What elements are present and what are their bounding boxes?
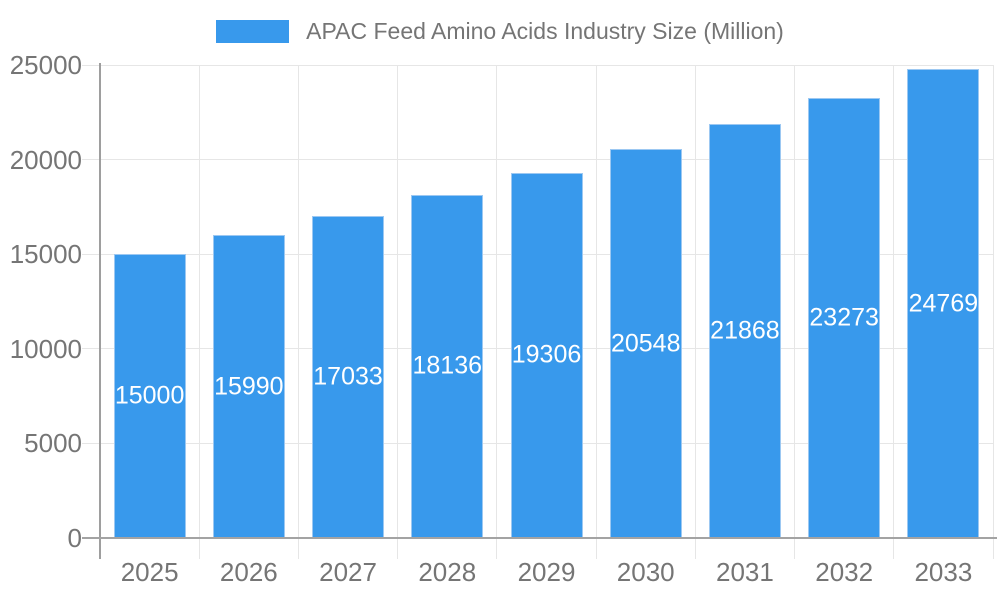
y-gridline [82,159,993,161]
x-axis-tick-label: 2031 [716,557,774,587]
x-axis-tick-label: 2033 [914,557,973,587]
bar-value-label: 15000 [114,381,185,410]
x-gridline [595,65,597,559]
y-axis-tick-label: 25000 [9,50,82,80]
bar-2033[interactable] [907,69,980,538]
x-gridline [198,65,200,559]
x-axis-tick-label: 2028 [418,557,477,587]
legend[interactable]: APAC Feed Amino Acids Industry Size (Mil… [0,19,1000,44]
x-gridline [694,65,696,559]
x-axis-tick-label: 2026 [219,557,278,587]
x-axis-tick-label: 2032 [815,557,874,587]
bar-2029[interactable] [510,172,583,538]
bar-2031[interactable] [708,124,781,538]
bar-value-label: 17033 [313,362,383,391]
x-gridline [297,65,299,559]
x-axis-baseline [82,537,997,539]
bar-2028[interactable] [411,194,484,538]
x-gridline [893,65,895,559]
x-axis-tick-label: 2025 [120,557,179,587]
legend-label: APAC Feed Amino Acids Industry Size (Mil… [306,18,784,44]
y-axis-tick-label: 15000 [9,239,82,270]
y-axis-tick-label: 20000 [9,144,82,175]
y-axis-tick-label: 10000 [9,333,82,364]
bar-value-label: 21868 [710,316,780,345]
bar-value-label: 24769 [908,289,979,318]
bar-2026[interactable] [212,235,285,538]
x-gridline [397,65,399,559]
bar-value-label: 18136 [412,351,483,380]
x-gridline [992,65,994,559]
legend-swatch-icon [216,20,290,43]
y-axis-line [99,63,101,559]
x-axis-tick-label: 2027 [319,557,377,587]
x-gridline [496,65,498,559]
x-axis-tick-label: 2030 [616,557,675,587]
bar-value-label: 23273 [809,303,879,332]
bar-value-label: 15990 [214,372,284,401]
x-axis-tick-label: 2029 [517,557,576,587]
bar-value-label: 20548 [610,329,681,358]
y-axis-tick-label: 0 [67,523,82,553]
y-axis-tick-label: 5000 [24,428,82,459]
y-gridline [82,64,993,66]
bar-2030[interactable] [609,149,682,538]
bar-value-label: 19306 [511,340,582,369]
bar-2032[interactable] [808,97,881,538]
x-gridline [794,65,796,559]
